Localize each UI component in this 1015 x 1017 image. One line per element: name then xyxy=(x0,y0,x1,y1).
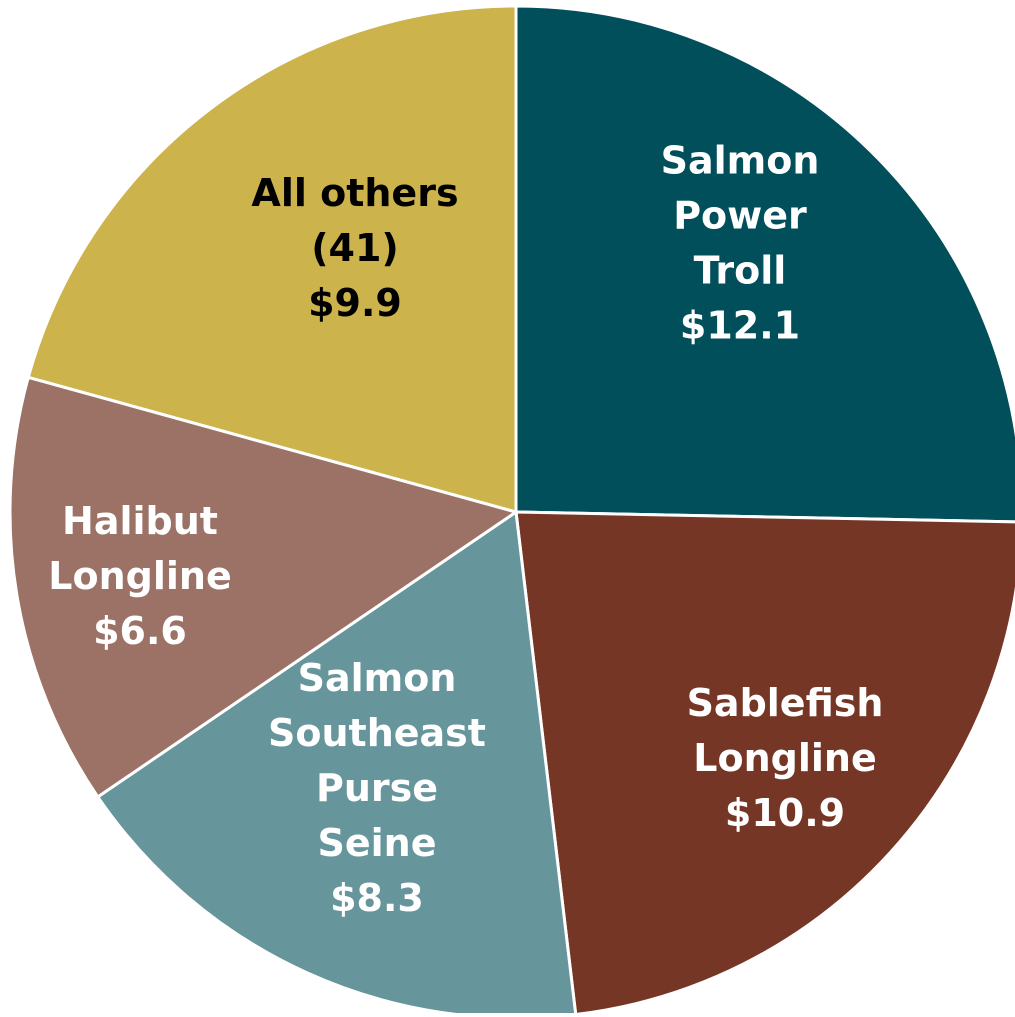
value-label: $9.9 xyxy=(308,281,402,325)
category-label: Salmon xyxy=(661,138,820,182)
pie-slice xyxy=(514,4,1015,524)
pie-slice xyxy=(95,509,578,1017)
slice-label: Halibut Longline $6.6 xyxy=(48,499,231,653)
pie-slice xyxy=(514,510,1015,1017)
slice-label: Salmon Southeast Purse Seine $8.3 xyxy=(268,656,486,920)
category-label: Salmon xyxy=(298,656,457,700)
category-label: Longline xyxy=(693,736,876,780)
category-label: Troll xyxy=(694,248,787,292)
category-label: All others xyxy=(251,171,458,215)
slice-label: Sablefish Longline $10.9 xyxy=(687,681,884,835)
value-label: $6.6 xyxy=(93,609,187,653)
category-label: Longline xyxy=(48,554,231,598)
category-label: Halibut xyxy=(62,499,218,543)
value-label: $12.1 xyxy=(680,303,800,347)
slice-label: All others (41) $9.9 xyxy=(251,171,458,325)
pie-slice xyxy=(26,4,518,514)
value-label: $8.3 xyxy=(330,876,424,920)
category-label: Sablefish xyxy=(687,681,884,725)
category-label: Southeast xyxy=(268,711,486,755)
value-label: $10.9 xyxy=(725,791,845,835)
category-label: (41) xyxy=(311,226,399,270)
slice-label: Salmon Power Troll $12.1 xyxy=(661,138,820,347)
category-label: Seine xyxy=(318,821,437,865)
pie-slice xyxy=(8,375,520,799)
category-label: Power xyxy=(673,193,807,237)
category-label: Purse xyxy=(316,766,438,810)
